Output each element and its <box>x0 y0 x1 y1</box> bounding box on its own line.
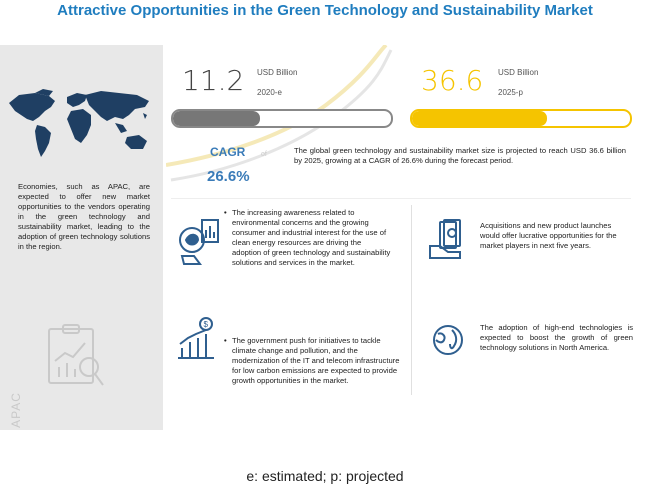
year-2025: 2025-p <box>498 88 523 97</box>
report-magnifier-icon <box>48 324 104 386</box>
progress-bar-2020 <box>171 109 393 128</box>
bullet-item-3: • The government push for initiatives to … <box>224 336 400 386</box>
progress-fill-2020 <box>173 111 261 126</box>
page-title: Attractive Opportunities in the Green Te… <box>57 2 593 19</box>
progress-fill-2025 <box>412 111 548 126</box>
region-label: APAC <box>9 392 23 428</box>
left-description: Economies, such as APAC, are expected to… <box>18 182 150 252</box>
market-summary: The global green technology and sustaina… <box>294 146 626 166</box>
year-2020: 2020-e <box>257 88 282 97</box>
bullet-text-4: The adoption of high-end technologies is… <box>480 323 633 353</box>
world-map-icon <box>9 89 149 157</box>
bullet-item-1: • The increasing awareness related to env… <box>224 208 391 268</box>
unit-2025: USD Billion <box>498 68 539 77</box>
growth-dollar-icon: $ <box>178 317 214 359</box>
money-hand-icon <box>429 219 461 259</box>
bullet-item-4: The adoption of high-end technologies is… <box>480 323 633 353</box>
unit-2020: USD Billion <box>257 68 298 77</box>
footnote: e: estimated; p: projected <box>246 468 404 484</box>
bullet-text-2: Acquisitions and new product launches wo… <box>480 221 617 251</box>
bullet-text-1: The increasing awareness related to envi… <box>232 208 391 268</box>
left-panel: Economies, such as APAC, are expected to… <box>0 45 163 430</box>
column-divider <box>411 205 412 395</box>
cagr-of-label: of <box>261 151 267 158</box>
section-divider <box>171 198 631 199</box>
cagr-label: CAGR <box>210 145 246 159</box>
globe-icon <box>433 325 463 355</box>
eco-chart-icon <box>179 219 219 265</box>
bullet-item-2: Acquisitions and new product launches wo… <box>480 221 630 251</box>
bullet-text-3: The government push for initiatives to t… <box>232 336 400 386</box>
progress-bar-2025 <box>410 109 632 128</box>
cagr-value: 26.6% <box>207 168 250 185</box>
market-value-2025: 36.6 <box>421 64 484 97</box>
market-value-2020: 11.2 <box>182 64 245 97</box>
svg-text:$: $ <box>204 320 209 329</box>
